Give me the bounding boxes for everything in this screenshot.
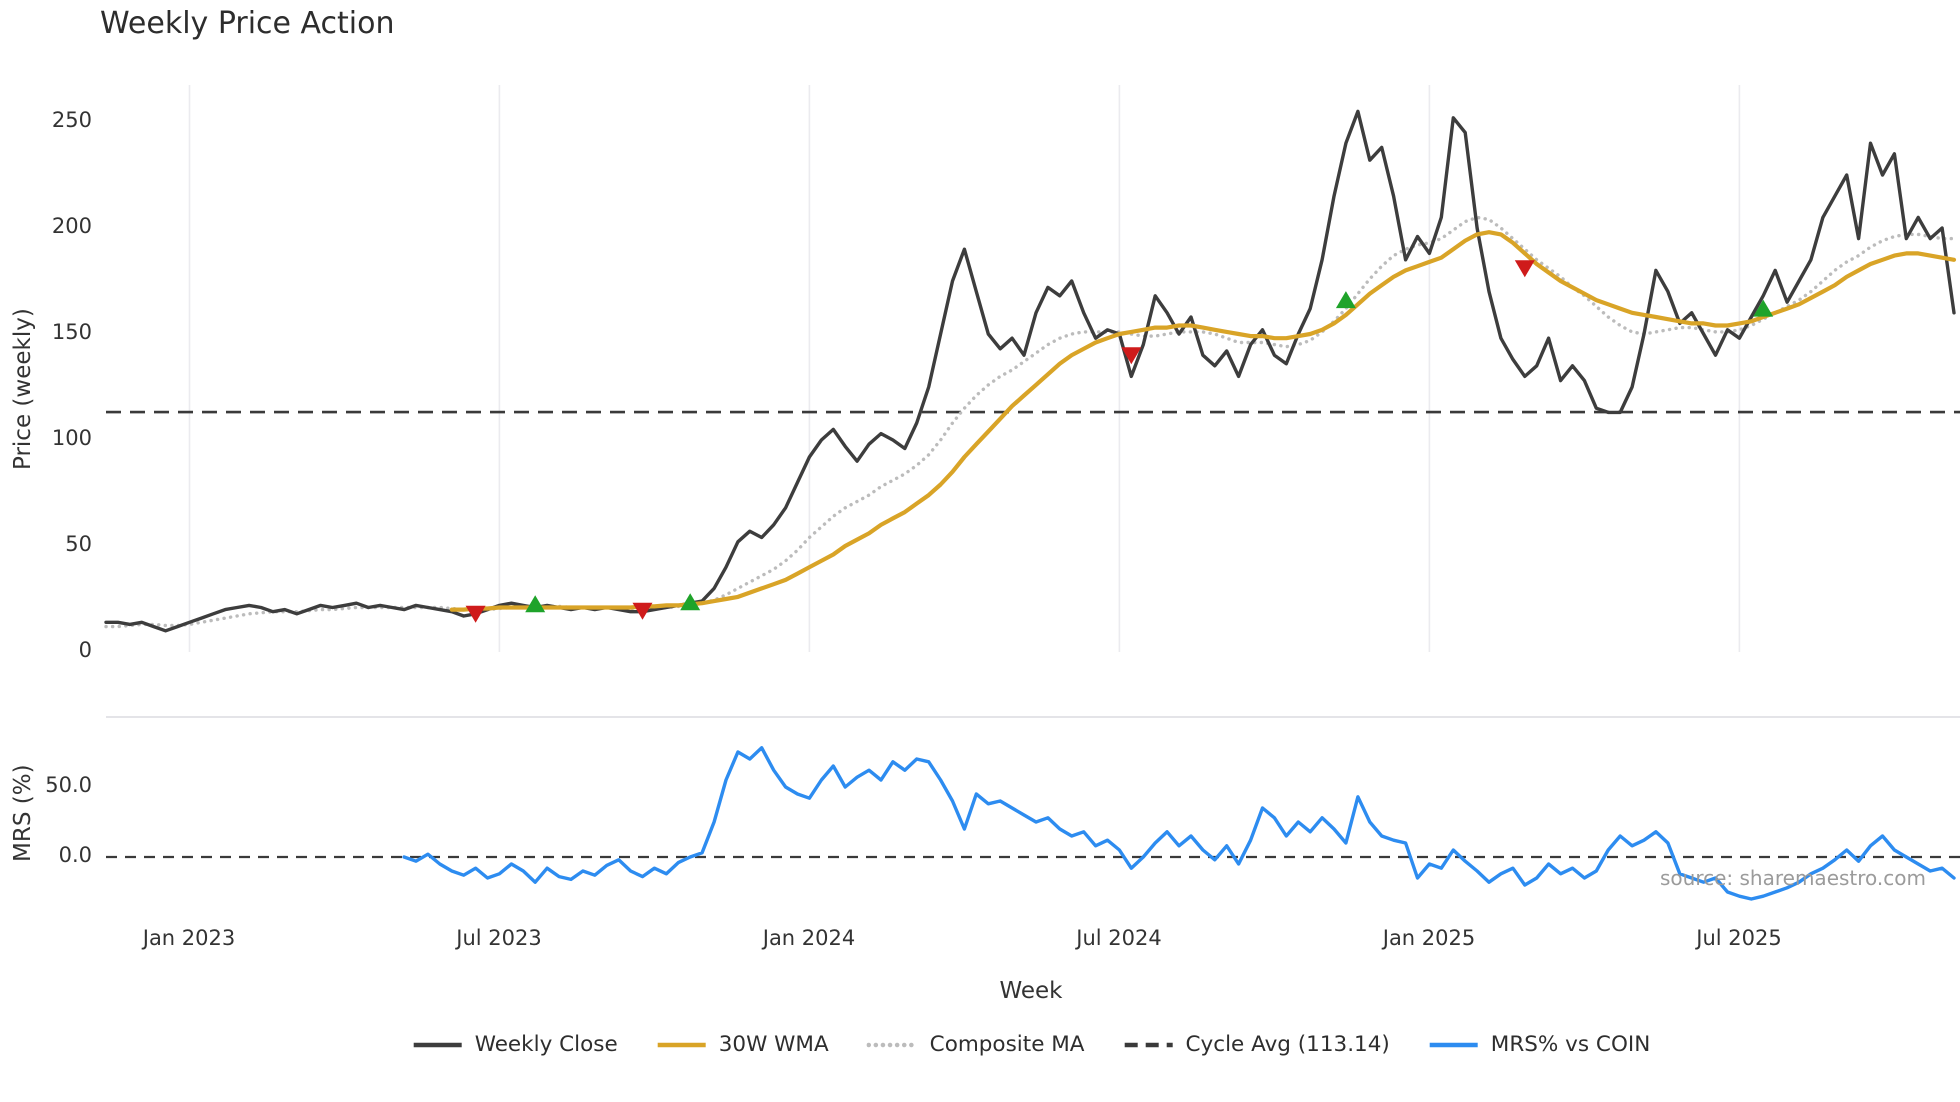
sell-signal-marker bbox=[465, 605, 486, 623]
legend-item: 30W WMA bbox=[656, 1032, 829, 1057]
y-tick-label: 0 bbox=[78, 638, 92, 662]
buy-signal-marker bbox=[1335, 291, 1356, 309]
wma-30w-line bbox=[449, 230, 1957, 612]
sell-signal-marker bbox=[1514, 260, 1535, 278]
legend-item: Composite MA bbox=[866, 1032, 1085, 1057]
x-tick-label: Jan 2024 bbox=[762, 926, 856, 950]
y-tick-label: 250 bbox=[51, 108, 92, 132]
x-tick-label: Jul 2023 bbox=[456, 926, 542, 950]
source-note: source: sharemaestro.com bbox=[1660, 866, 1926, 890]
legend-item: Cycle Avg (113.14) bbox=[1123, 1032, 1390, 1057]
legend-label: Composite MA bbox=[929, 1032, 1085, 1057]
sell-signal-marker bbox=[632, 602, 653, 620]
y-tick-label: 150 bbox=[51, 320, 92, 344]
legend-item: Weekly Close bbox=[412, 1032, 618, 1057]
x-tick-label: Jan 2023 bbox=[142, 926, 236, 950]
weekly-close-line bbox=[104, 109, 1956, 633]
y-tick-label: 0.0 bbox=[58, 843, 92, 867]
legend-label: Weekly Close bbox=[474, 1032, 618, 1057]
y-tick-label: 50 bbox=[65, 532, 92, 556]
buy-signal-marker bbox=[680, 593, 701, 611]
legend-swatch-solid-icon bbox=[413, 1042, 462, 1047]
legend: Weekly Close 30W WMA Composite MA Cycle Avg… bbox=[412, 1032, 1651, 1057]
legend-label: MRS% vs COIN bbox=[1490, 1032, 1651, 1057]
x-axis-label: Week bbox=[999, 978, 1063, 1004]
mrs-line bbox=[402, 746, 1956, 901]
legend-swatch-solid-icon bbox=[1429, 1042, 1478, 1047]
composite-ma-line bbox=[104, 215, 1956, 629]
legend-swatch-dashed-icon bbox=[1124, 1042, 1173, 1047]
buy-signal-marker bbox=[525, 595, 546, 613]
x-tick-label: Jul 2024 bbox=[1076, 926, 1162, 950]
legend-swatch-dotted-icon bbox=[866, 1042, 919, 1047]
buy-signal-marker bbox=[1753, 299, 1774, 317]
legend-label: 30W WMA bbox=[718, 1032, 829, 1057]
legend-item: MRS% vs COIN bbox=[1428, 1032, 1651, 1057]
chart-title: Weekly Price Action bbox=[100, 6, 395, 41]
y-tick-label: 50.0 bbox=[45, 773, 92, 797]
legend-label: Cycle Avg (113.14) bbox=[1185, 1032, 1390, 1057]
x-tick-label: Jan 2025 bbox=[1382, 926, 1476, 950]
legend-swatch-solid-icon bbox=[657, 1042, 706, 1047]
y-tick-label: 100 bbox=[51, 426, 92, 450]
y-tick-label: 200 bbox=[51, 214, 92, 238]
x-tick-label: Jul 2025 bbox=[1696, 926, 1782, 950]
sell-signal-marker bbox=[1121, 347, 1142, 365]
